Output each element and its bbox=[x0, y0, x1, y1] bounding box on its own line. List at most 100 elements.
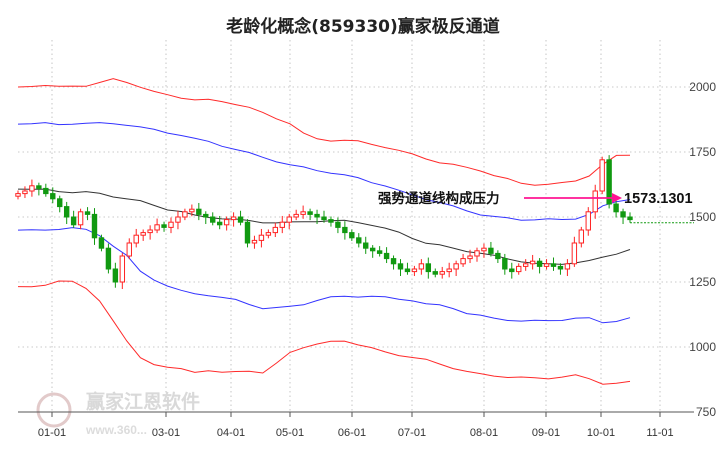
candle-body-43 bbox=[314, 213, 320, 218]
candle-body-19 bbox=[147, 229, 153, 234]
x-tick-label-9: 11-01 bbox=[646, 427, 673, 439]
y-axis: 750 1000 1250 1500 1750 2000 bbox=[689, 80, 716, 419]
candle-body-61 bbox=[439, 271, 445, 275]
candle-body-66 bbox=[474, 250, 480, 257]
candle-body-38 bbox=[279, 221, 285, 228]
candle-body-70 bbox=[502, 258, 508, 270]
candle-body-44 bbox=[321, 216, 327, 221]
candle-body-41 bbox=[300, 211, 306, 215]
candle-body-33 bbox=[244, 221, 251, 244]
band-lower-inner bbox=[17, 227, 631, 324]
candle-body-64 bbox=[460, 258, 466, 265]
candle-body-35 bbox=[258, 234, 265, 241]
candle-body-29 bbox=[216, 221, 223, 226]
band-upper-outer bbox=[17, 78, 631, 186]
watermark: 赢家江恩软件 www.360... bbox=[36, 390, 200, 437]
candle-body-52 bbox=[376, 250, 383, 254]
candle-body-16 bbox=[126, 242, 132, 257]
x-tick-label-0: 01-01 bbox=[38, 427, 66, 439]
x-axis: 01-01 03-01 04-01 05-01 06-01 07-01 08-01 09-01… bbox=[18, 411, 694, 439]
candle-body-24 bbox=[182, 211, 188, 218]
candle-body-56 bbox=[404, 268, 411, 273]
candle-body-1 bbox=[22, 190, 28, 195]
candle-body-4 bbox=[43, 187, 49, 195]
candles bbox=[15, 155, 633, 290]
candle-body-79 bbox=[564, 263, 571, 270]
candle-body-14 bbox=[112, 268, 119, 283]
x-tick-label-7: 09-01 bbox=[532, 427, 560, 439]
candle-body-63 bbox=[453, 263, 459, 270]
candle-body-32 bbox=[237, 216, 244, 223]
chart-title: 老龄化概念(859330)赢家极反通道 bbox=[225, 16, 500, 37]
y-tick-label-4: 1750 bbox=[689, 145, 716, 159]
candle-body-57 bbox=[411, 268, 418, 273]
candle-body-68 bbox=[488, 247, 494, 254]
candle-body-27 bbox=[203, 213, 209, 218]
candle-body-50 bbox=[363, 242, 369, 249]
candle-body-5 bbox=[50, 193, 56, 200]
x-tick-label-8: 10-01 bbox=[587, 427, 615, 439]
x-tick-label-1: 03-01 bbox=[152, 427, 180, 439]
candle-body-55 bbox=[397, 263, 404, 270]
candle-body-62 bbox=[446, 268, 452, 273]
y-tick-label-5: 2000 bbox=[689, 80, 716, 94]
candle-body-40 bbox=[293, 213, 299, 218]
candle-body-81 bbox=[578, 229, 585, 244]
candle-body-26 bbox=[196, 208, 202, 215]
candle-body-46 bbox=[335, 221, 341, 228]
candle-body-31 bbox=[230, 216, 237, 221]
candle-body-0 bbox=[15, 193, 21, 197]
x-tick-label-4: 06-01 bbox=[338, 427, 366, 439]
pressure-value: 1573.1301 bbox=[624, 191, 693, 207]
candle-body-82 bbox=[585, 211, 591, 231]
pressure-annotation: 强势通道线构成压力 1573.1301 bbox=[378, 190, 694, 224]
band-upper-inner bbox=[17, 122, 631, 221]
candle-body-9 bbox=[77, 211, 84, 226]
candle-body-75 bbox=[536, 260, 543, 267]
candle-body-49 bbox=[356, 237, 362, 244]
candle-body-72 bbox=[516, 265, 522, 273]
candle-body-76 bbox=[543, 263, 550, 267]
watermark-url: www.360... bbox=[85, 423, 147, 437]
x-tick-label-6: 08-01 bbox=[470, 427, 498, 439]
candle-body-65 bbox=[467, 255, 473, 260]
grid bbox=[18, 40, 694, 413]
candle-body-15 bbox=[119, 255, 126, 283]
x-tick-label-5: 07-01 bbox=[398, 427, 426, 439]
candle-body-54 bbox=[390, 258, 397, 265]
y-tick-label-2: 1250 bbox=[689, 275, 716, 289]
candle-body-88 bbox=[627, 216, 633, 221]
candle-body-36 bbox=[265, 232, 272, 236]
candle-body-25 bbox=[189, 208, 195, 213]
candle-body-6 bbox=[57, 198, 63, 208]
candle-body-51 bbox=[369, 247, 376, 252]
bands bbox=[17, 78, 631, 385]
candle-body-53 bbox=[383, 252, 390, 260]
candle-body-7 bbox=[63, 206, 70, 218]
candle-body-85 bbox=[606, 159, 612, 205]
candle-body-73 bbox=[522, 263, 529, 267]
candle-body-10 bbox=[84, 211, 91, 215]
candle-body-86 bbox=[613, 203, 619, 213]
x-tick-label-3: 05-01 bbox=[276, 427, 304, 439]
pressure-arrow-head bbox=[612, 192, 622, 203]
candle-body-21 bbox=[161, 224, 167, 228]
candle-body-20 bbox=[154, 224, 160, 231]
candle-body-12 bbox=[98, 237, 105, 249]
candle-body-84 bbox=[599, 159, 605, 192]
candle-body-45 bbox=[328, 219, 334, 223]
candle-body-2 bbox=[29, 185, 35, 192]
y-tick-label-3: 1500 bbox=[689, 210, 716, 224]
candle-body-83 bbox=[592, 190, 598, 213]
candle-body-60 bbox=[432, 271, 438, 275]
candle-body-80 bbox=[571, 242, 578, 265]
candle-body-8 bbox=[70, 216, 77, 226]
candle-body-30 bbox=[223, 219, 230, 226]
candle-body-69 bbox=[495, 252, 501, 260]
candle-body-87 bbox=[620, 211, 626, 218]
candle-body-28 bbox=[210, 216, 216, 223]
candle-body-11 bbox=[91, 213, 98, 239]
candle-body-47 bbox=[342, 226, 348, 234]
y-tick-label-0: 750 bbox=[696, 405, 716, 419]
